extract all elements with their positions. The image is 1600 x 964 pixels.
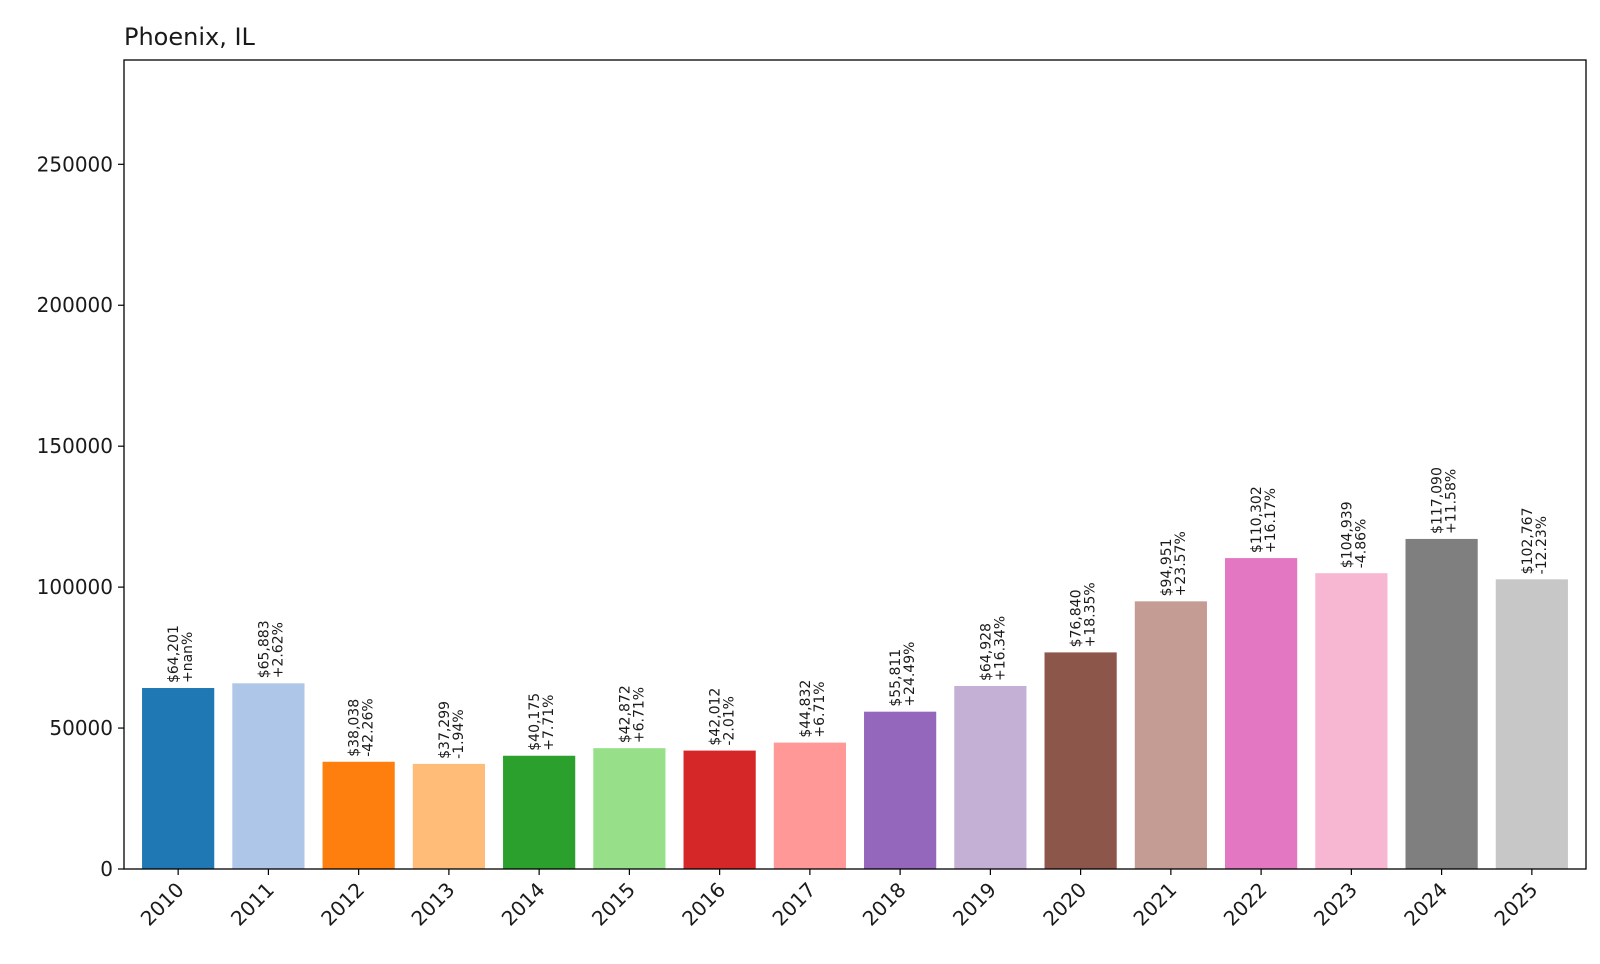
change-label-2021: +23.57% xyxy=(1173,531,1189,596)
value-label-2021: $94,951 xyxy=(1159,538,1175,596)
value-label-2011: $65,883 xyxy=(256,620,272,678)
data-label-2013: $37,299-1.94% xyxy=(437,701,467,759)
data-label-2015: $42,872+6.71% xyxy=(617,685,647,743)
data-label-2017: $44,832+6.71% xyxy=(798,680,828,738)
value-label-2020: $76,840 xyxy=(1069,589,1085,647)
change-label-2012: -42.26% xyxy=(361,698,377,756)
value-label-2025: $102,767 xyxy=(1520,508,1536,575)
data-label-2020: $76,840+18.35% xyxy=(1069,582,1099,647)
value-labels-layer: $64,201+nan% $65,883+2.62%$38,038-42.26% $… xyxy=(166,467,1550,759)
value-label-2023: $104,939 xyxy=(1339,501,1355,568)
bar-2015 xyxy=(593,748,666,869)
x-tick-label-2021: 2021 xyxy=(1128,878,1181,931)
change-label-2020: +18.35% xyxy=(1083,582,1099,647)
data-label-2024: $117,090+11.58% xyxy=(1430,467,1460,534)
plot-frame xyxy=(123,59,1587,870)
x-tick-label-2013: 2013 xyxy=(406,878,459,931)
data-label-2016: $42,012-2.01% xyxy=(708,688,738,746)
change-label-2017: +6.71% xyxy=(812,681,828,737)
bar-2018 xyxy=(864,711,937,869)
bar-2025 xyxy=(1495,579,1568,869)
value-label-2024: $117,090 xyxy=(1430,467,1446,534)
data-label-2023: $104,939-4.86% xyxy=(1339,501,1369,568)
bar-2016 xyxy=(683,750,756,869)
change-label-2025: -12.23% xyxy=(1534,516,1550,574)
bar-2020 xyxy=(1044,652,1117,869)
x-tick-label-2010: 2010 xyxy=(136,878,189,931)
x-tick-label-2019: 2019 xyxy=(948,878,1001,931)
change-label-2022: +16.17% xyxy=(1263,488,1279,553)
bar-2011 xyxy=(232,683,305,869)
bar-2024 xyxy=(1405,538,1478,869)
change-label-2023: -4.86% xyxy=(1353,519,1369,569)
change-label-2024: +11.58% xyxy=(1444,469,1460,534)
x-tick-label-2024: 2024 xyxy=(1399,878,1452,931)
change-label-2010: +nan% xyxy=(180,632,196,683)
bar-2021 xyxy=(1134,601,1207,869)
x-tick-label-2018: 2018 xyxy=(858,878,911,931)
bar-2019 xyxy=(954,685,1027,869)
y-axis: 0 50000 100000 150000 200000 250000 xyxy=(37,152,124,881)
data-label-2011: $65,883+2.62% xyxy=(256,620,286,678)
data-label-2018: $55,811+24.49% xyxy=(888,642,918,707)
y-tick-label-200000: 200000 xyxy=(37,293,113,317)
change-label-2015: +6.71% xyxy=(631,687,647,743)
change-label-2011: +2.62% xyxy=(270,622,286,678)
bars-layer xyxy=(142,538,1568,869)
x-tick-label-2023: 2023 xyxy=(1309,878,1362,931)
value-label-2022: $110,302 xyxy=(1249,486,1265,553)
value-label-2015: $42,872 xyxy=(617,685,633,743)
value-label-2012: $38,038 xyxy=(347,699,363,757)
value-label-2014: $40,175 xyxy=(527,693,543,751)
data-label-2012: $38,038-42.26% xyxy=(347,698,377,756)
change-label-2014: +7.71% xyxy=(541,695,557,751)
bar-2014 xyxy=(503,755,576,869)
data-label-2021: $94,951+23.57% xyxy=(1159,531,1189,596)
x-axis: 2010 2011 2012 2013 2014 2015 2016 2017 2018 2019… xyxy=(136,869,1542,931)
chart-title: Phoenix, IL xyxy=(124,23,256,51)
y-tick-label-250000: 250000 xyxy=(37,152,113,176)
bar-2012 xyxy=(322,761,395,869)
x-tick-label-2022: 2022 xyxy=(1219,878,1272,931)
change-label-2013: -1.94% xyxy=(451,709,467,759)
y-tick-label-150000: 150000 xyxy=(37,434,113,458)
data-label-2010: $64,201+nan% xyxy=(166,625,196,683)
data-label-2014: $40,175+7.71% xyxy=(527,693,557,751)
data-label-2022: $110,302+16.17% xyxy=(1249,486,1279,553)
change-label-2016: -2.01% xyxy=(722,696,738,746)
value-label-2010: $64,201 xyxy=(166,625,182,683)
x-tick-label-2015: 2015 xyxy=(587,878,640,931)
bar-2010 xyxy=(142,688,215,869)
x-tick-label-2012: 2012 xyxy=(316,878,369,931)
bar-2023 xyxy=(1315,573,1388,869)
value-label-2019: $64,928 xyxy=(978,623,994,681)
x-tick-label-2014: 2014 xyxy=(497,878,550,931)
bar-2017 xyxy=(773,742,846,869)
change-label-2018: +24.49% xyxy=(902,642,918,707)
x-tick-label-2025: 2025 xyxy=(1489,878,1542,931)
x-tick-label-2020: 2020 xyxy=(1038,878,1091,931)
value-label-2017: $44,832 xyxy=(798,680,814,738)
bar-2013 xyxy=(412,763,485,869)
change-label-2019: +16.34% xyxy=(992,616,1008,681)
y-tick-label-0: 0 xyxy=(100,857,113,881)
value-label-2018: $55,811 xyxy=(888,649,904,707)
y-tick-label-50000: 50000 xyxy=(49,716,113,740)
y-tick-label-100000: 100000 xyxy=(37,575,113,599)
x-tick-label-2011: 2011 xyxy=(226,878,279,931)
x-tick-label-2016: 2016 xyxy=(677,878,730,931)
data-label-2025: $102,767-12.23% xyxy=(1520,508,1550,575)
value-label-2013: $37,299 xyxy=(437,701,453,759)
data-label-2019: $64,928+16.34% xyxy=(978,616,1008,681)
value-label-2016: $42,012 xyxy=(708,688,724,746)
x-tick-label-2017: 2017 xyxy=(767,878,820,931)
bar-2022 xyxy=(1225,558,1298,869)
